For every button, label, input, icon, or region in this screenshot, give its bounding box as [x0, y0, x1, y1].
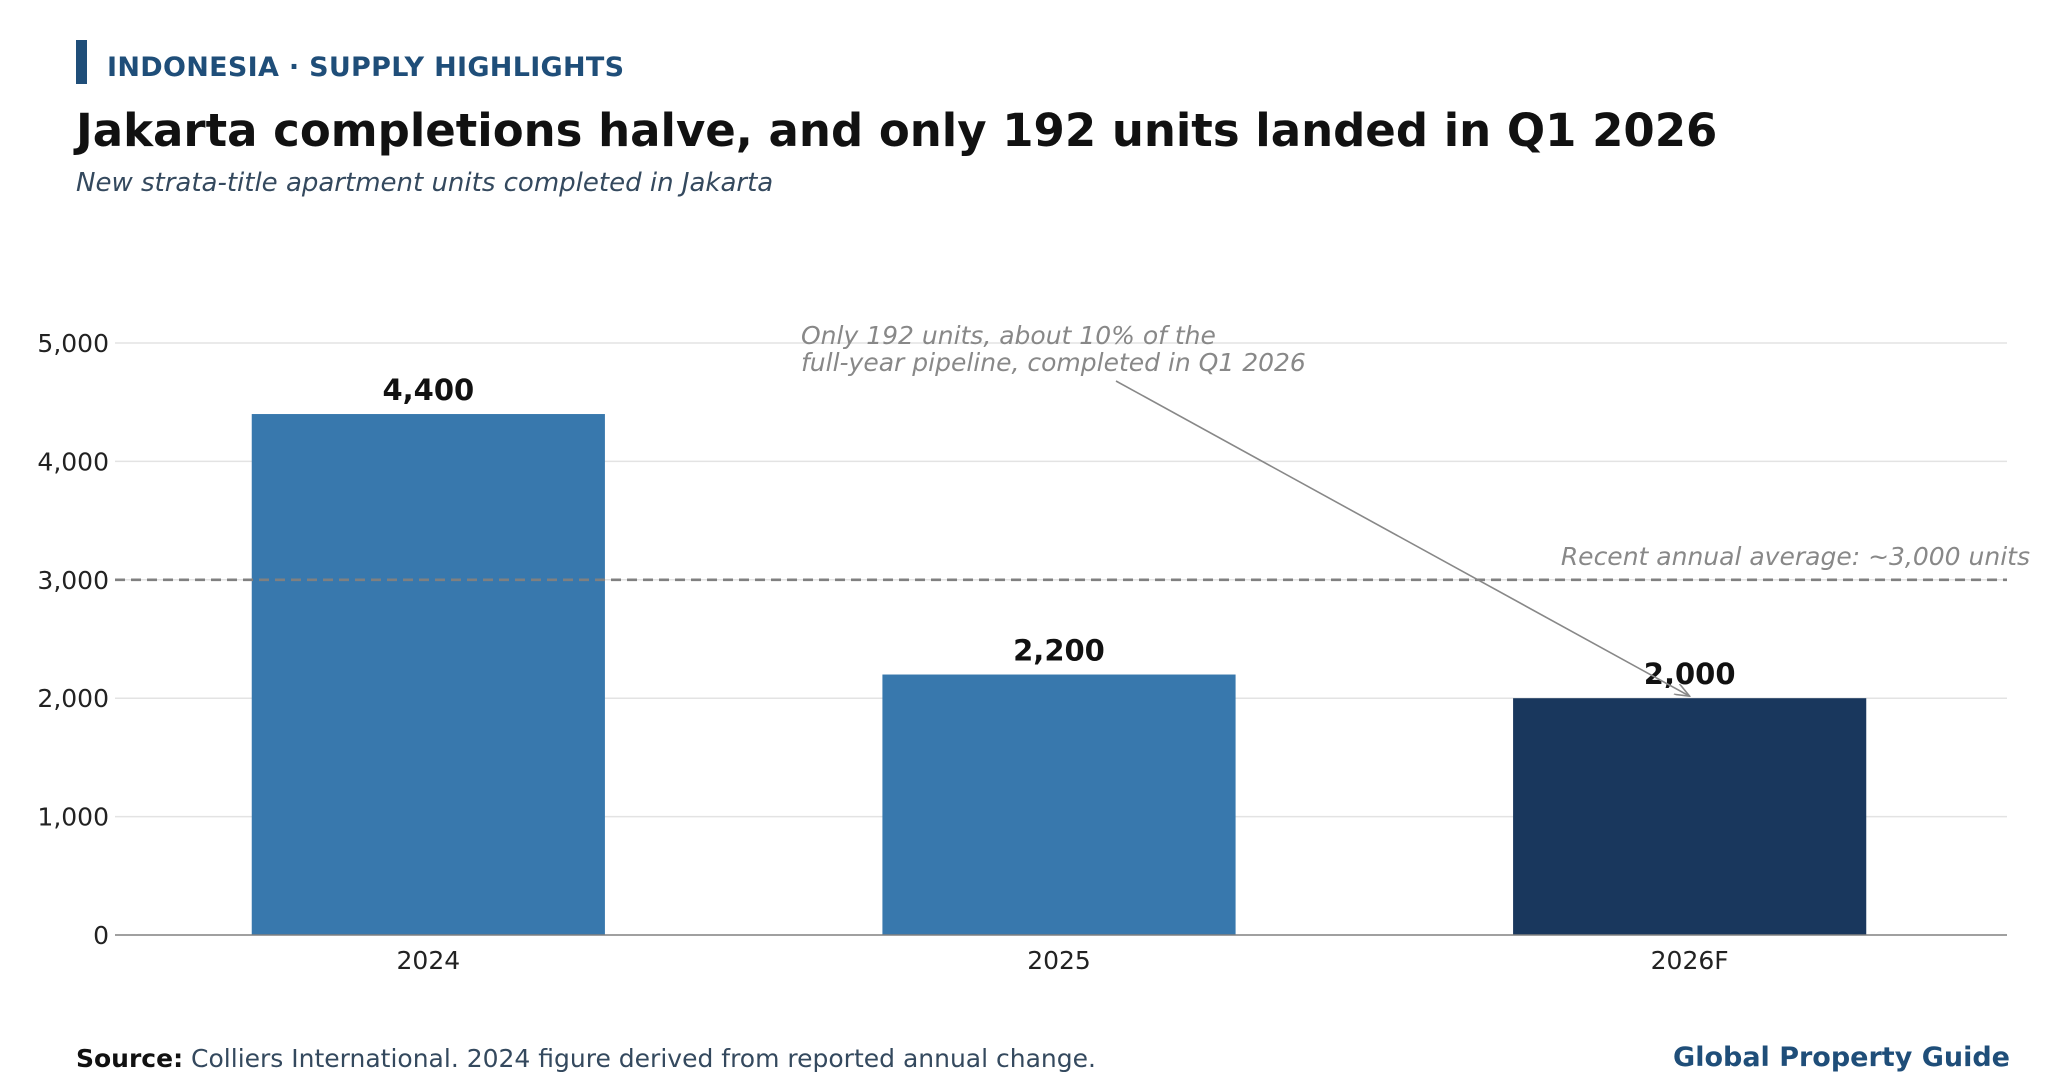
- axes: 0 1,000 2,000 3,000 4,000 5,000 2024 2025 2026F: [37, 329, 2007, 975]
- y-tick-label: 4,000: [37, 447, 109, 476]
- y-tick-label: 5,000: [37, 329, 109, 358]
- x-tick-label: 2025: [1027, 946, 1091, 975]
- x-tick-label: 2026F: [1651, 946, 1729, 975]
- bar: [882, 674, 1236, 935]
- reference-line-group: Recent annual average: ~3,000 units: [115, 542, 2030, 582]
- bar-value-label: 2,200: [1013, 634, 1105, 668]
- data-labels: 4,400 2,200 2,000: [382, 373, 1735, 691]
- reference-line-label: Recent annual average: ~3,000 units: [1561, 542, 2030, 571]
- kicker-label: INDONESIA · SUPPLY HIGHLIGHTS: [107, 52, 625, 83]
- annotation-arrow: [1115, 380, 1690, 696]
- source-text: Colliers International. 2024 figure deri…: [191, 1044, 1096, 1073]
- annotation-text-line: Only 192 units, about 10% of the: [801, 321, 1216, 350]
- brand-name: Global Property Guide: [1673, 1042, 2010, 1073]
- source-note: Source: Colliers International. 2024 fig…: [76, 1044, 1096, 1073]
- accent-bar: [76, 40, 87, 84]
- annotation-group: Only 192 units, about 10% of thefull-yea…: [801, 321, 1690, 696]
- y-tick-label: 2,000: [37, 684, 109, 713]
- bar: [251, 414, 605, 935]
- annotation-text-line: full-year pipeline, completed in Q1 2026: [801, 348, 1306, 377]
- bars: [251, 414, 1867, 935]
- y-tick-label: 1,000: [37, 803, 109, 832]
- y-tick-label: 3,000: [37, 566, 109, 595]
- bar-value-label: 2,000: [1644, 657, 1736, 691]
- bar-value-label: 4,400: [382, 373, 474, 407]
- chart-title: Jakarta completions halve, and only 192 …: [76, 104, 1718, 157]
- bar: [1513, 698, 1867, 935]
- chart-subtitle: New strata-title apartment units complet…: [76, 168, 774, 198]
- x-tick-label: 2024: [397, 946, 461, 975]
- y-tick-label: 0: [93, 921, 109, 950]
- source-label: Source:: [76, 1044, 184, 1073]
